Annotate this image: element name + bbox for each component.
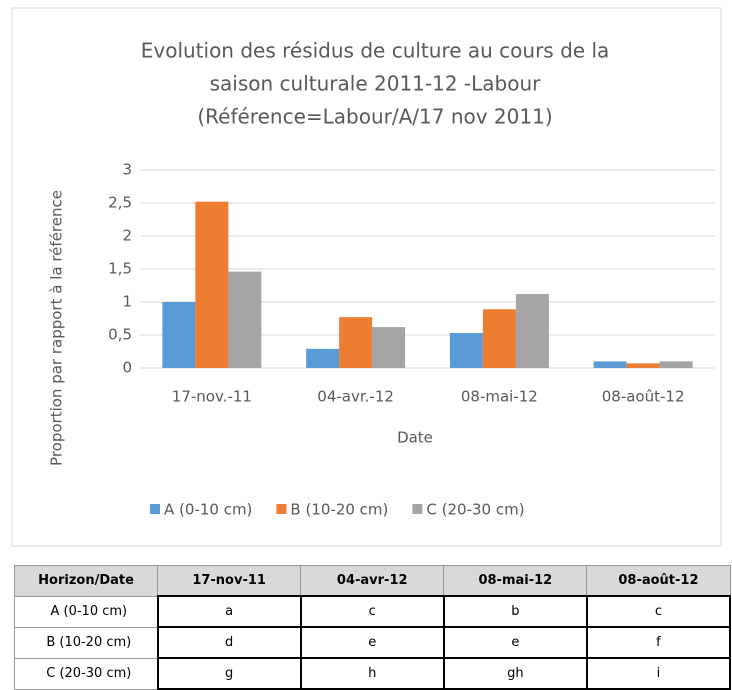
- legend-swatch: [276, 504, 287, 514]
- x-tick-label: 08-août-12: [602, 388, 685, 406]
- chart-title: (Référence=Labour/A/17 nov 2011): [197, 105, 552, 129]
- bar: [228, 271, 262, 368]
- chart-frame: [11, 7, 722, 547]
- chart-title: saison culturale 2011-12 -Labour: [210, 72, 542, 96]
- legend-swatch: [412, 504, 423, 514]
- table-cell: c: [299, 595, 445, 628]
- table-cell: e: [299, 626, 445, 659]
- legend-label: A (0-10 cm): [164, 501, 252, 519]
- chart: Date Proportion par rapport à la référen…: [11, 7, 722, 547]
- legend-label: B (10-20 cm): [290, 501, 388, 519]
- y-tick-label: 2,5: [108, 194, 132, 212]
- header-cell: 08-août-12: [586, 565, 731, 597]
- y-tick-label: 0: [122, 359, 132, 377]
- bar: [372, 327, 406, 368]
- header-cell: 04-avr-12: [300, 565, 445, 597]
- y-tick-label: 1,5: [108, 260, 132, 278]
- bar: [195, 201, 229, 368]
- x-axis-label: Date: [397, 429, 433, 447]
- y-tick-label: 2: [122, 227, 132, 245]
- x-tick-label: 17-nov.-11: [172, 388, 252, 406]
- bar: [593, 361, 627, 368]
- table-cell: e: [442, 626, 588, 659]
- table-cell: A (0-10 cm): [13, 595, 159, 628]
- table: Horizon/Date 17-nov-11 04-avr-12 08-mai-12 0…: [13, 565, 732, 690]
- header-cell: Horizon/Date: [13, 565, 159, 597]
- bar: [482, 309, 516, 368]
- y-tick-label: 3: [122, 161, 132, 179]
- chart-title: Evolution des résidus de culture au cour…: [141, 39, 610, 63]
- table-row: B (10-20 cm) d e e f: [13, 626, 732, 659]
- bar: [339, 317, 373, 368]
- y-axis-label: Proportion par rapport à la référence: [48, 190, 66, 466]
- table-cell: B (10-20 cm): [13, 626, 159, 659]
- bar: [515, 294, 549, 368]
- table-row: A (0-10 cm) a c b c: [13, 595, 732, 628]
- table-cell: d: [156, 626, 302, 659]
- y-tick-label: 1: [122, 293, 132, 311]
- table-cell: i: [585, 657, 732, 690]
- bar: [306, 348, 340, 368]
- table-cell: c: [585, 595, 732, 628]
- table-cell: C (20-30 cm): [13, 657, 159, 690]
- bar: [626, 363, 660, 368]
- table-cell: b: [442, 595, 588, 628]
- header-cell: 17-nov-11: [157, 565, 302, 597]
- table-cell: f: [585, 626, 732, 659]
- x-tick-label: 04-avr.-12: [317, 388, 394, 406]
- table-cell: g: [156, 657, 302, 690]
- table-cell: h: [299, 657, 445, 690]
- table-cell: a: [156, 595, 302, 628]
- bar: [449, 333, 483, 368]
- header-cell: 08-mai-12: [443, 565, 588, 597]
- legend-label: C (20-30 cm): [426, 501, 524, 519]
- bar: [162, 302, 196, 368]
- x-tick-label: 08-mai-12: [461, 388, 538, 406]
- table-row: C (20-30 cm) g h gh i: [13, 657, 732, 690]
- table-cell: gh: [442, 657, 588, 690]
- bar: [659, 361, 693, 368]
- y-tick-label: 0,5: [108, 326, 132, 344]
- legend-swatch: [150, 504, 160, 514]
